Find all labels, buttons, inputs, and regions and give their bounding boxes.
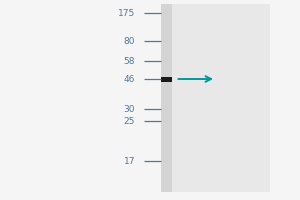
Text: 58: 58 — [124, 56, 135, 66]
Bar — [160, 4, 172, 192]
Text: 17: 17 — [124, 156, 135, 166]
Bar — [160, 76, 172, 82]
Text: 175: 175 — [118, 8, 135, 18]
Text: 30: 30 — [124, 104, 135, 114]
Text: 25: 25 — [124, 116, 135, 126]
Text: 80: 80 — [124, 36, 135, 46]
Bar — [160, 4, 270, 192]
Text: 46: 46 — [124, 74, 135, 84]
